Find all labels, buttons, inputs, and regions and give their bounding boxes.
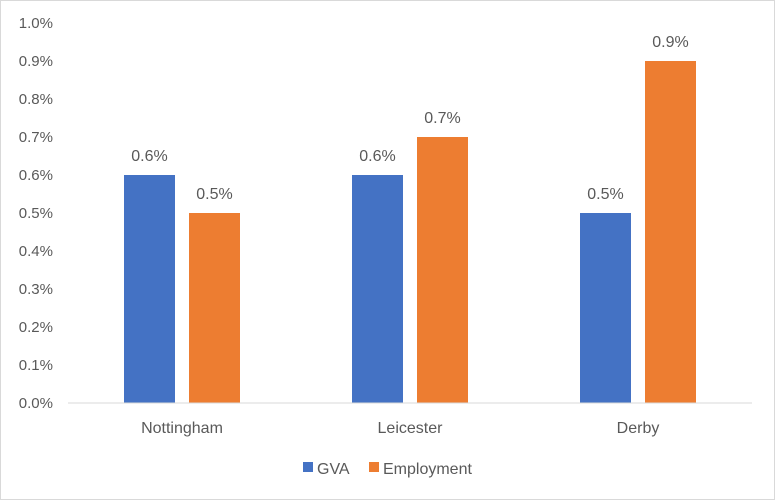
data-label: 0.5% (587, 186, 623, 203)
data-label: 0.9% (652, 34, 688, 51)
x-tick-label: Leicester (378, 420, 444, 437)
y-tick-label: 0.7% (19, 129, 53, 146)
legend-label-employment: Employment (383, 461, 472, 478)
x-tick-label: Nottingham (141, 420, 223, 437)
bar-employment-leicester (417, 137, 468, 403)
x-axis: Nottingham Leicester Derby (68, 402, 752, 437)
y-tick-label: 0.0% (19, 395, 53, 412)
y-tick-label: 1.0% (19, 15, 53, 32)
y-tick-label: 0.4% (19, 243, 53, 260)
y-tick-label: 0.3% (19, 281, 53, 298)
y-axis: 0.0% 0.1% 0.2% 0.3% 0.4% 0.5% 0.6% 0.7% 0.8% 0.9%… (19, 15, 53, 412)
legend-swatch-gva (303, 462, 313, 472)
bar-gva-derby (580, 213, 631, 403)
y-tick-label: 0.6% (19, 167, 53, 184)
y-tick-label: 0.9% (19, 53, 53, 70)
x-tick-label: Derby (617, 420, 660, 437)
data-label: 0.6% (131, 148, 167, 165)
legend: GVA Employment (303, 461, 472, 478)
data-label: 0.6% (359, 148, 395, 165)
bar-employment-nottingham (189, 213, 240, 403)
legend-swatch-employment (369, 462, 379, 472)
legend-label-gva: GVA (317, 461, 350, 478)
bars: 0.6% 0.5% 0.6% 0.7% 0.5% 0.9% (124, 34, 696, 403)
y-tick-label: 0.5% (19, 205, 53, 222)
bar-gva-leicester (352, 175, 403, 403)
data-label: 0.7% (424, 110, 460, 127)
bar-employment-derby (645, 61, 696, 403)
data-label: 0.5% (196, 186, 232, 203)
y-tick-label: 0.8% (19, 91, 53, 108)
bar-gva-nottingham (124, 175, 175, 403)
y-tick-label: 0.2% (19, 319, 53, 336)
y-tick-label: 0.1% (19, 357, 53, 374)
